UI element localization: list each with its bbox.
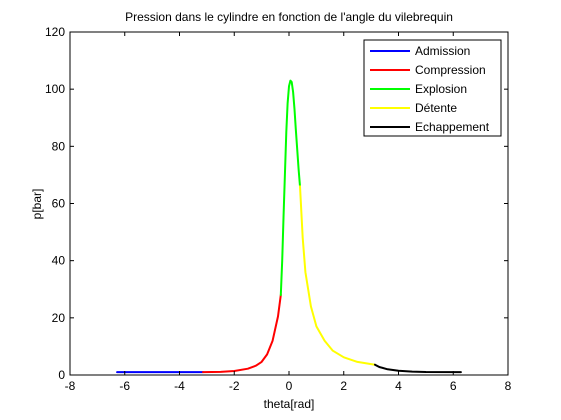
x-tick-label: -8 [65, 379, 76, 393]
x-tick-label: 8 [505, 379, 512, 393]
legend-label: Explosion [415, 82, 467, 96]
series-layer [116, 79, 462, 374]
x-tick-label: 0 [286, 379, 293, 393]
y-tick-label: 120 [45, 25, 65, 39]
legend-label: Echappement [415, 120, 490, 134]
y-tick-label: 40 [52, 254, 66, 268]
series-line-d-tente [299, 185, 376, 366]
chart-title: Pression dans le cylindre en fonction de… [125, 10, 453, 24]
legend-label: Compression [415, 63, 486, 77]
x-tick-label: -2 [229, 379, 240, 393]
series-line-explosion [279, 79, 301, 296]
x-tick-label: 6 [450, 379, 457, 393]
y-tick-label: 100 [45, 82, 65, 96]
x-tick-label: -6 [119, 379, 130, 393]
series-line-echappement [374, 363, 462, 374]
x-tick-label: 2 [340, 379, 347, 393]
y-tick-label: 0 [58, 368, 65, 382]
legend-label: Détente [415, 101, 457, 115]
x-tick-label: 4 [395, 379, 402, 393]
x-axis-label: theta[rad] [264, 397, 315, 411]
x-tick-label: -4 [174, 379, 185, 393]
series-line-compression [202, 294, 282, 374]
y-tick-label: 60 [52, 197, 66, 211]
y-tick-label: 20 [52, 311, 66, 325]
y-tick-label: 80 [52, 139, 66, 153]
legend-label: Admission [415, 44, 470, 58]
legend: Admission Compression Explosion Détente Echa… [363, 39, 502, 137]
y-axis-label: p[bar] [30, 189, 44, 220]
